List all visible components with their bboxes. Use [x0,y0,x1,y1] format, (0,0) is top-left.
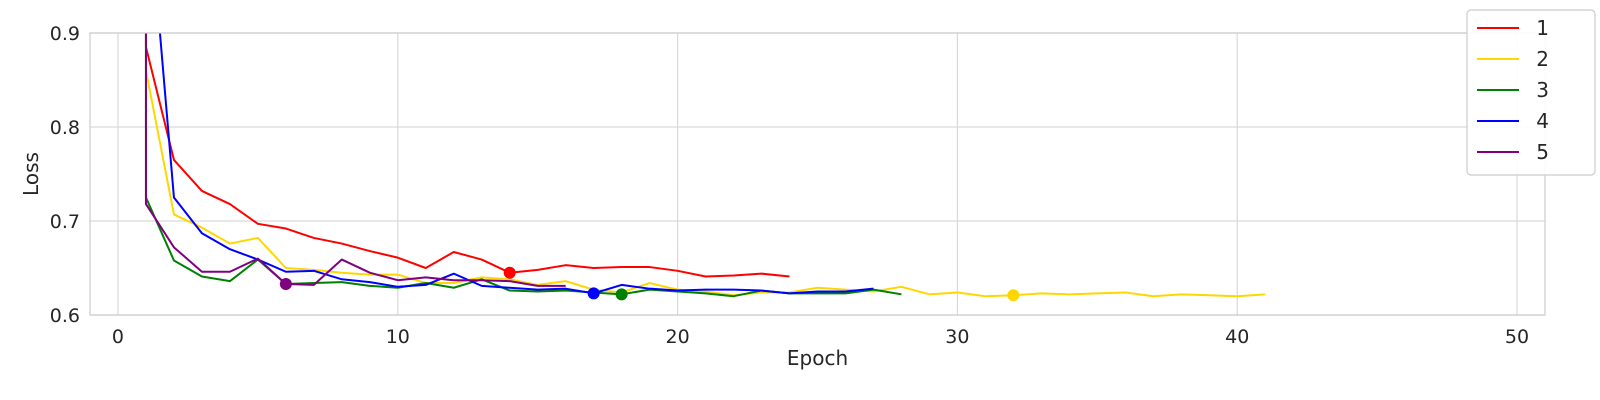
x-axis-label: Epoch [787,346,848,370]
series-layer [144,33,1266,298]
best-marker-4 [587,287,600,300]
x-axis-ticks: 0 10 20 30 40 50 [112,326,1529,348]
legend-box [1466,9,1596,176]
legend-label-1: 1 [1536,16,1549,40]
y-tick-label: 0.9 [50,23,80,45]
legend: 1 2 3 4 5 [1466,9,1596,176]
best-markers [279,266,1020,302]
best-marker-1 [503,266,516,279]
best-marker-3 [615,288,628,301]
y-tick-label: 0.6 [50,305,80,327]
plot-frame [89,32,1546,316]
x-tick-label: 30 [945,326,969,348]
legend-label-3: 3 [1536,78,1549,102]
series-line-5 [144,33,566,287]
legend-label-4: 4 [1536,109,1549,133]
legend-label-2: 2 [1536,47,1549,71]
legend-label-5: 5 [1536,140,1549,164]
series-line-2 [144,33,1266,298]
series-line-3 [144,33,902,298]
series-line-1 [144,33,790,278]
x-tick-label: 50 [1505,326,1529,348]
x-tick-label: 0 [112,326,124,348]
y-axis-ticks: 0.6 0.7 0.8 0.9 [50,23,80,327]
y-tick-label: 0.8 [50,117,80,139]
series-line-4 [158,33,874,295]
x-tick-label: 40 [1225,326,1249,348]
best-marker-5 [279,277,292,290]
x-tick-label: 10 [386,326,410,348]
y-tick-label: 0.7 [50,211,80,233]
x-tick-label: 20 [666,326,690,348]
best-marker-2 [1007,289,1020,302]
y-axis-label: Loss [19,152,43,196]
grid [90,32,1545,316]
